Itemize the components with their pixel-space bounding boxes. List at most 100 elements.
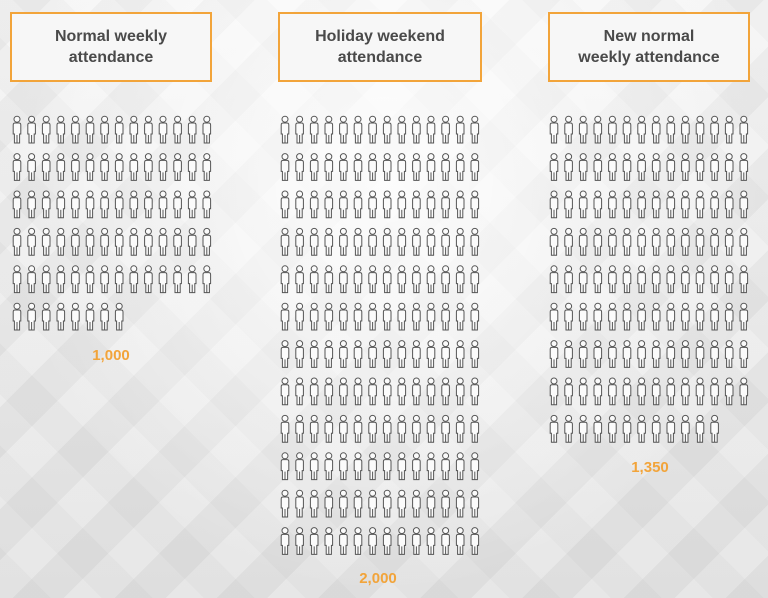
person-icon: [12, 227, 22, 256]
person-icon: [382, 452, 392, 481]
person-icon: [368, 265, 377, 294]
person-icon: [622, 265, 632, 294]
person-icon: [309, 227, 319, 256]
person-icon: [41, 190, 51, 219]
person-icon: [158, 115, 168, 144]
person-icon: [441, 115, 450, 144]
person-icon: [622, 190, 632, 219]
person-icon: [549, 377, 559, 406]
person-icon: [100, 153, 109, 181]
person-icon: [368, 153, 377, 181]
person-icon: [129, 115, 139, 144]
person-icon: [549, 115, 559, 144]
person-icon: [412, 115, 421, 144]
person-icon: [27, 190, 36, 219]
person-icon: [114, 153, 124, 181]
person-icon: [382, 115, 392, 144]
person-icon: [622, 153, 632, 181]
person-icon: [710, 115, 719, 144]
person-icon: [710, 414, 719, 443]
person-icon: [455, 190, 465, 219]
person-icon: [455, 227, 465, 256]
person-icon: [608, 227, 617, 256]
person-icon: [739, 227, 749, 256]
person-icon: [412, 190, 421, 219]
person-icon: [651, 227, 661, 256]
person-icon: [593, 227, 603, 256]
person-icon: [353, 265, 363, 294]
person-icon: [470, 452, 480, 481]
person-icon: [412, 489, 421, 518]
person-icon: [651, 115, 661, 144]
person-icon: [339, 452, 348, 481]
person-icon: [71, 227, 80, 256]
person-icon: [353, 527, 363, 555]
person-icon: [681, 414, 690, 443]
person-icon: [710, 340, 719, 368]
person-icon: [724, 302, 734, 331]
person-icon: [695, 340, 705, 368]
person-icon: [368, 227, 377, 256]
person-icon: [441, 340, 450, 368]
person-icon: [187, 227, 197, 256]
person-icon: [564, 227, 573, 256]
person-icon: [622, 340, 632, 368]
person-icon: [455, 115, 465, 144]
person-icon: [71, 302, 80, 331]
person-icon: [280, 153, 290, 181]
person-icon: [441, 153, 450, 181]
person-icon: [382, 377, 392, 406]
person-icon: [470, 227, 480, 256]
person-icon: [441, 452, 450, 481]
person-icon: [353, 452, 363, 481]
person-icon: [324, 527, 334, 555]
person-icon: [85, 153, 95, 181]
person-icon: [353, 302, 363, 331]
person-icon: [295, 527, 304, 555]
person-icon: [187, 153, 197, 181]
person-icon: [339, 115, 348, 144]
person-icon: [187, 265, 197, 294]
person-icon: [637, 190, 646, 219]
person-icon: [295, 302, 304, 331]
person-icon: [397, 489, 407, 518]
person-icon: [593, 153, 603, 181]
person-icon: [666, 302, 676, 331]
person-icon: [710, 265, 719, 294]
person-icon: [353, 227, 363, 256]
person-icon: [637, 377, 646, 406]
person-icon: [441, 527, 450, 555]
person-icon: [71, 153, 80, 181]
person-icon: [695, 227, 705, 256]
person-icon: [85, 265, 95, 294]
person-icon: [280, 190, 290, 219]
person-icon: [202, 227, 212, 256]
person-icon: [353, 414, 363, 443]
person-icon: [339, 153, 348, 181]
person-icon: [739, 190, 749, 219]
person-icon: [173, 115, 182, 144]
value-label-holiday: 2,000: [359, 570, 397, 587]
person-icon: [295, 414, 304, 443]
person-icon: [324, 414, 334, 443]
person-icon: [158, 265, 168, 294]
person-icon: [41, 227, 51, 256]
person-icon: [564, 340, 573, 368]
person-icon: [651, 265, 661, 294]
person-icon: [608, 153, 617, 181]
category-label-new-normal: New normal weekly attendance: [548, 12, 750, 82]
person-icon: [455, 265, 465, 294]
person-icon: [695, 414, 705, 443]
person-icon: [129, 227, 139, 256]
person-icon: [651, 414, 661, 443]
person-icon: [622, 377, 632, 406]
person-icon: [100, 115, 109, 144]
person-icon: [578, 227, 588, 256]
person-icon: [455, 377, 465, 406]
person-icon: [593, 265, 603, 294]
person-icon: [202, 265, 212, 294]
person-icon: [280, 340, 290, 368]
person-icon: [470, 489, 480, 518]
person-icon: [666, 115, 676, 144]
person-icon: [202, 190, 212, 219]
